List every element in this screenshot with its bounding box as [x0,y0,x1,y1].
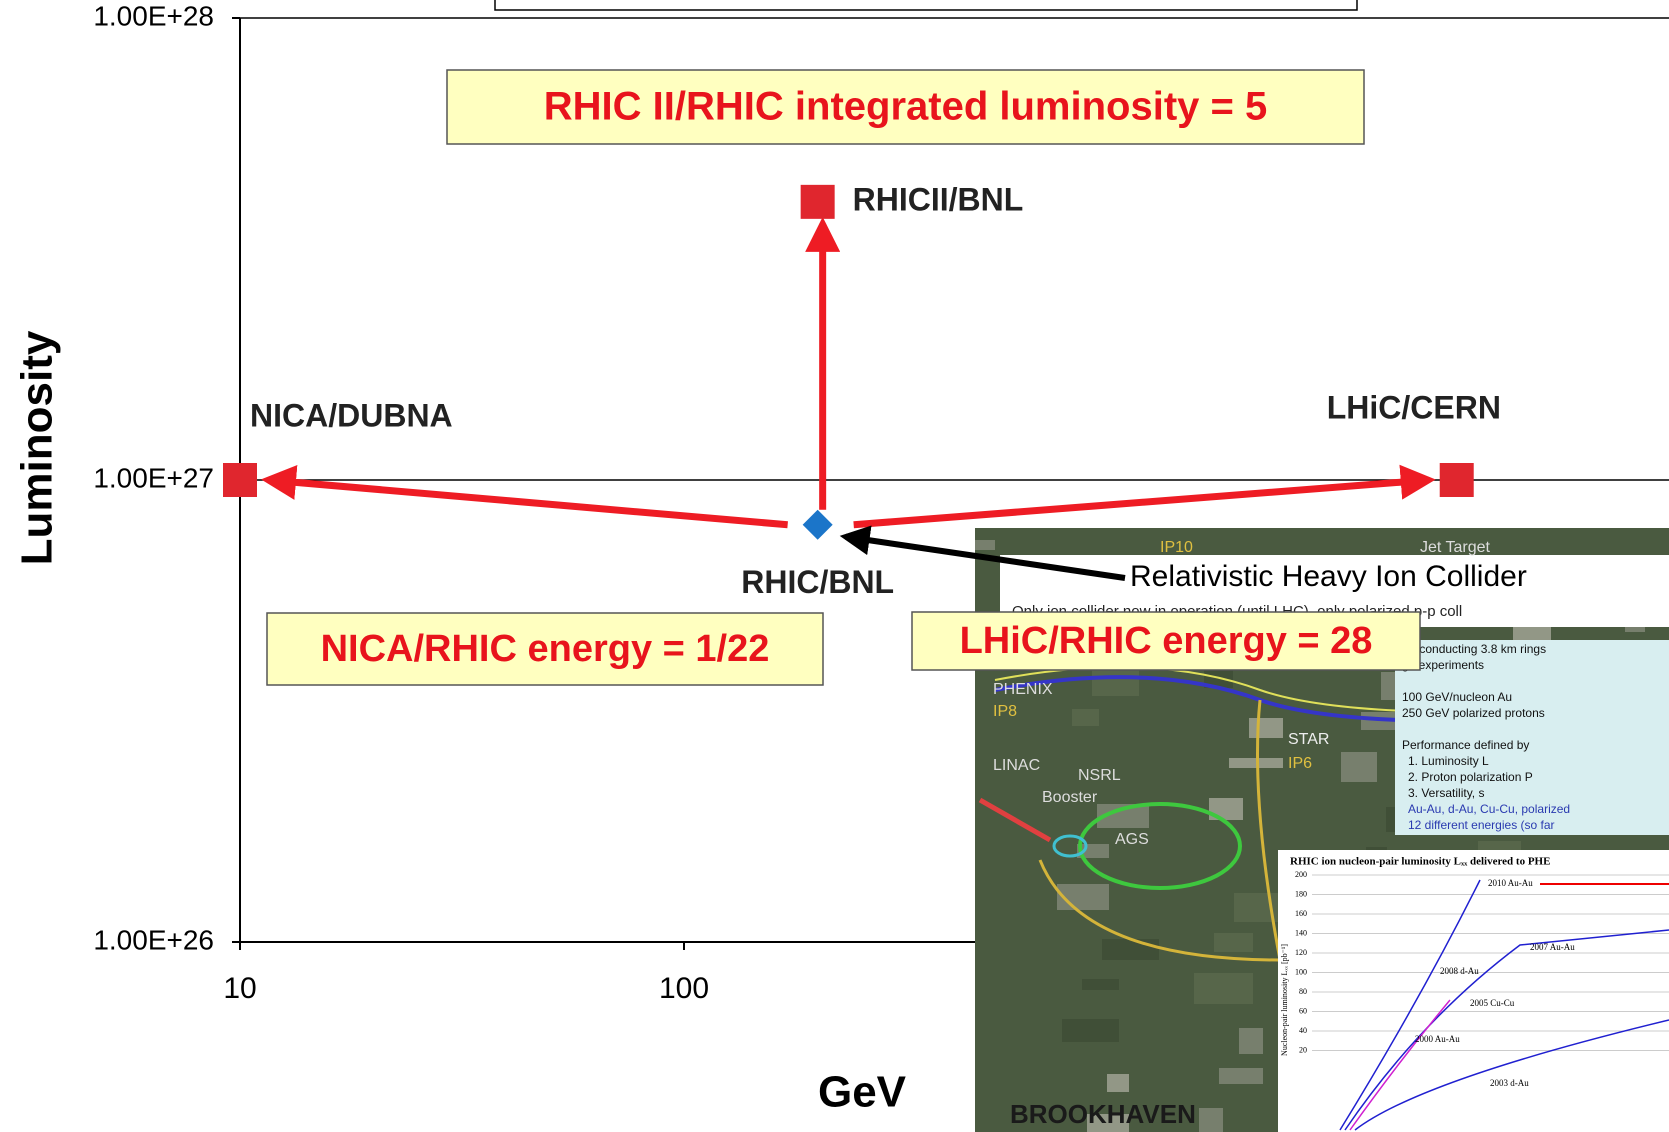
photo-patch [1249,718,1283,738]
info-line: 3. Versatility, s [1408,786,1484,800]
photo-patch [1087,1114,1129,1132]
inset-plot-tick: 160 [1295,909,1307,918]
photo-patch [1219,1068,1263,1084]
inset-curve-label: 2005 Cu-Cu [1470,998,1515,1008]
photo-patch [1072,709,1099,726]
inset-label: STAR [1288,731,1329,748]
photo-patch [1082,979,1119,990]
inset-title: Relativistic Heavy Ion Collider [1130,560,1527,593]
arrow [853,464,1436,529]
info-line: Au-Au, d-Au, Cu-Cu, polarized [1408,802,1570,816]
inset-label: BROOKHAVEN [1010,1099,1196,1129]
y-tick-label: 1.00E+26 [93,924,214,955]
arrow [261,464,788,529]
photo-patch [1199,1108,1223,1132]
points [223,184,1474,540]
inset-label: LINAC [993,757,1040,774]
inset-label: AGS [1115,831,1149,848]
annotation-box [266,612,824,686]
inset-plot-tick: 100 [1295,967,1307,976]
info-line: Performance defined by [1402,738,1529,752]
photo-patch [1513,626,1551,640]
inset-plot-tick: 80 [1299,987,1307,996]
inset-plot-tick: 40 [1299,1026,1307,1035]
inset-plot-title: RHIC ion nucleon-pair luminosity Lₓₓ del… [1290,856,1550,868]
inset-plot-ylabel: Nucleon-pair luminosity Lₓₓ [pb⁻¹] [1280,944,1289,1056]
inset-curve-label: 2008 d-Au [1440,966,1479,976]
photo-patch [1209,798,1243,820]
photo-patch [975,540,995,550]
point [800,184,835,219]
title-box [494,0,1358,11]
inset-label: IP8 [993,703,1017,720]
inset-label: PHENIX [993,681,1053,698]
inset-label: IP10 [1160,539,1193,556]
x-axis-label: GeV [818,1068,907,1117]
photo-patch [1057,884,1109,910]
booster-ring [1052,834,1088,858]
inset-curve [1339,879,1481,1131]
inset-curve-label: 2007 Au-Au [1530,942,1575,952]
annotation: RHIC II/RHIC integrated luminosity = 5 [544,85,1267,129]
photo-patch [1102,939,1159,960]
inset-plot-tick: 20 [1299,1045,1307,1054]
photo-patch [1341,752,1377,782]
y-tick-label: 1.00E+28 [93,0,214,31]
y-tick-label: 1.00E+27 [93,462,214,493]
info-line: 100 GeV/nucleon Au [1402,690,1512,704]
x-tick-label: 10 [223,972,256,1005]
inset-plot-tick: 60 [1299,1006,1307,1015]
point-label: RHICII/BNL [853,181,1024,217]
inset-plot-tick: 120 [1295,948,1307,957]
inset-plot-tick: 200 [1295,870,1307,879]
annotation-box [911,611,1421,671]
point-label: LHiC/CERN [1327,389,1501,425]
photo-patch [1229,758,1283,768]
x-tick-label: 100 [659,972,709,1005]
info-line: ge experiments [1402,658,1484,672]
annotation: NICA/RHIC energy = 1/22 [321,628,770,670]
linac [978,797,1052,843]
inset-label: Booster [1042,789,1098,806]
photo-patch [1214,933,1253,952]
inset-plot-tick: 140 [1295,928,1307,937]
photo-patch [1092,669,1139,696]
inset-label: Jet Target [1420,539,1491,556]
inset-curve [1354,1019,1669,1131]
arrow [839,525,1126,581]
ags-ring [1078,802,1242,890]
info-line: 2. Proton polarization P [1408,770,1533,784]
inset-plot-tick: 180 [1295,889,1307,898]
annotation-box [446,69,1365,145]
photo-patch [1194,973,1253,1004]
point-label: RHIC/BNL [741,564,894,600]
info-panel [1395,640,1669,835]
inset-curve [1349,999,1451,1131]
inset-plot [1278,850,1669,1132]
info-line: perconducting 3.8 km rings [1402,642,1546,656]
inset-curve-label: 2010 Au-Au [1488,878,1533,888]
photo-patch [1062,1019,1119,1042]
photo-patch [1107,1074,1129,1092]
info-line: 1. Luminosity L [1408,754,1489,768]
point [1439,463,1474,497]
point-label: NICA/DUBNA [250,397,453,433]
inset-curve-label: 2003 d-Au [1490,1078,1529,1088]
info-line: 250 GeV polarized protons [1402,706,1545,720]
inset-label: IP6 [1288,755,1312,772]
annotation: LHiC/RHIC energy = 28 [960,620,1373,662]
y-axis-label: Luminosity [13,330,62,565]
inset-label: NSRL [1078,767,1121,784]
point [223,463,257,497]
point [802,509,833,540]
photo-patch [1239,1028,1263,1054]
inset-curve-label: 2000 Au-Au [1415,1034,1460,1044]
info-line: 12 different energies (so far [1408,818,1555,832]
